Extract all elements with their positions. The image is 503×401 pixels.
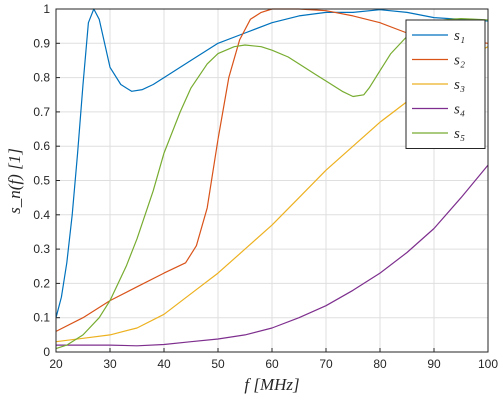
x-tick-label: 90 — [427, 357, 441, 371]
y-tick-label: 0.8 — [33, 71, 50, 85]
y-tick-label: 0.5 — [33, 174, 50, 188]
y-tick-label: 1 — [43, 2, 50, 16]
series-line-4 — [56, 164, 489, 347]
y-tick-label: 0.7 — [33, 105, 50, 119]
tick-labels: 20 30 40 50 60 70 80 90 100 0 0.1 0.2 0.3 0.4 0.5 0.6 0.… — [33, 2, 498, 371]
x-tick-label: 50 — [211, 357, 225, 371]
y-tick-label: 0.2 — [33, 276, 50, 290]
y-tick-label: 0.6 — [33, 139, 50, 153]
x-tick-label: 20 — [49, 357, 63, 371]
y-tick-label: 0.3 — [33, 242, 50, 256]
y-axis-label: s_n(f) [1] — [5, 148, 24, 214]
x-tick-label: 60 — [265, 357, 279, 371]
y-tick-label: 0.4 — [33, 208, 50, 222]
series-line-1 — [55, 8, 489, 318]
grid — [56, 9, 488, 352]
y-tick-label: 0 — [43, 345, 50, 359]
x-axis-label: f [MHz] — [244, 375, 299, 394]
legend-label-3: s₃ — [454, 77, 465, 93]
x-tick-label: 70 — [319, 357, 333, 371]
x-tick-label: 30 — [103, 357, 117, 371]
legend-label-5: s₅ — [454, 126, 465, 142]
y-tick-label: 0.1 — [33, 311, 50, 325]
legend-label-1: s₁ — [454, 28, 465, 44]
legend-label-4: s₄ — [454, 102, 465, 118]
series-line-2 — [55, 8, 489, 332]
legend: s₁ s₂ s₃ s₄ s₅ — [405, 19, 486, 149]
x-tick-label: 100 — [478, 357, 498, 371]
x-tick-label: 80 — [373, 357, 387, 371]
y-tick-label: 0.9 — [33, 36, 50, 50]
x-tick-label: 40 — [157, 357, 171, 371]
legend-label-2: s₂ — [454, 53, 465, 69]
